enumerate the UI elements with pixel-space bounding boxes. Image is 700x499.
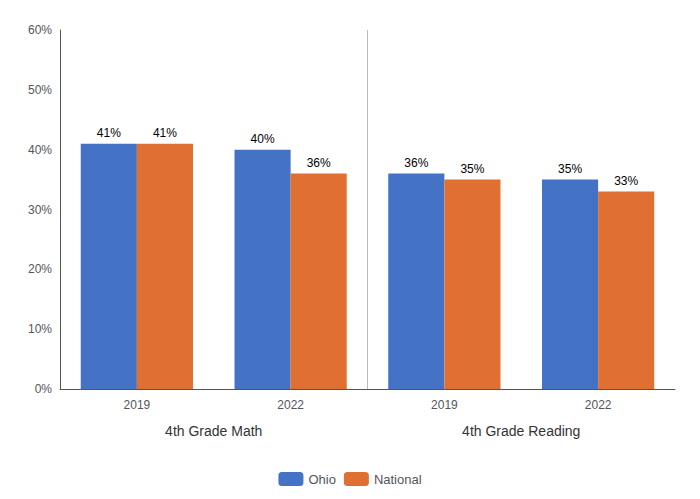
svg-text:41%: 41% xyxy=(97,126,121,140)
svg-text:41%: 41% xyxy=(153,126,177,140)
svg-text:0%: 0% xyxy=(35,382,53,396)
svg-text:4th Grade Reading: 4th Grade Reading xyxy=(462,423,580,439)
svg-text:36%: 36% xyxy=(307,156,331,170)
svg-text:2019: 2019 xyxy=(124,398,151,412)
svg-text:40%: 40% xyxy=(251,132,275,146)
svg-text:36%: 36% xyxy=(404,156,428,170)
svg-text:60%: 60% xyxy=(28,23,52,37)
svg-text:Ohio: Ohio xyxy=(308,472,335,487)
svg-text:35%: 35% xyxy=(460,162,484,176)
svg-text:50%: 50% xyxy=(28,83,52,97)
svg-text:20%: 20% xyxy=(28,262,52,276)
svg-text:4th Grade Math: 4th Grade Math xyxy=(165,423,262,439)
svg-text:10%: 10% xyxy=(28,322,52,336)
svg-text:2022: 2022 xyxy=(277,398,304,412)
svg-text:40%: 40% xyxy=(28,143,52,157)
svg-text:30%: 30% xyxy=(28,203,52,217)
svg-text:2022: 2022 xyxy=(585,398,612,412)
svg-text:35%: 35% xyxy=(558,162,582,176)
svg-text:2019: 2019 xyxy=(431,398,458,412)
svg-text:33%: 33% xyxy=(614,174,638,188)
svg-text:National: National xyxy=(374,472,422,487)
